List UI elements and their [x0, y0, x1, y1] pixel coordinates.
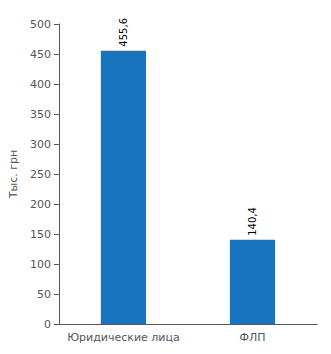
svg-text:0: 0 [44, 318, 51, 331]
svg-text:200: 200 [30, 198, 51, 211]
svg-text:100: 100 [30, 258, 51, 271]
svg-text:140,4: 140,4 [247, 207, 258, 236]
svg-text:500: 500 [30, 18, 51, 31]
svg-text:400: 400 [30, 78, 51, 91]
svg-text:250: 250 [30, 168, 51, 181]
svg-text:50: 50 [37, 288, 51, 301]
svg-text:455,6: 455,6 [118, 18, 129, 47]
svg-text:450: 450 [30, 48, 51, 61]
svg-text:350: 350 [30, 108, 51, 121]
svg-text:300: 300 [30, 138, 51, 151]
svg-text:150: 150 [30, 228, 51, 241]
svg-text:Тыс. грн: Тыс. грн [7, 150, 20, 199]
svg-text:ФЛП: ФЛП [239, 331, 265, 344]
svg-text:Юридические лица: Юридические лица [67, 331, 180, 344]
